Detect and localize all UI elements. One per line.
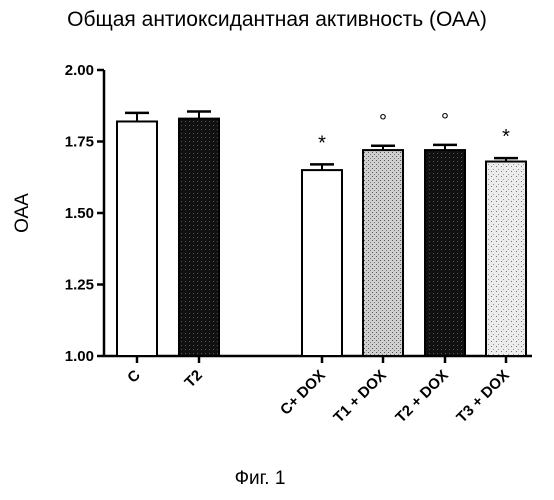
significance-mark: * — [318, 132, 326, 154]
bar — [179, 119, 219, 356]
y-tick-label: 2.00 — [65, 62, 94, 79]
y-tick-label: 1.25 — [65, 277, 94, 294]
bar — [363, 150, 403, 356]
significance-mark: ° — [379, 111, 387, 133]
y-tick-label: 1.50 — [65, 205, 94, 222]
significance-mark: * — [502, 126, 510, 148]
figure-caption: Фиг. 1 — [0, 468, 520, 490]
x-category-label: C+ DOX — [277, 367, 329, 419]
y-tick-label: 1.75 — [65, 134, 94, 151]
y-axis-title: ОАА — [12, 193, 33, 233]
bar — [302, 170, 342, 356]
bar — [425, 150, 465, 356]
significance-mark: ° — [441, 110, 449, 132]
y-tick-label: 1.00 — [65, 348, 94, 365]
x-category-label: T3 + DOX — [453, 367, 512, 426]
x-category-label: T2 + DOX — [392, 367, 451, 426]
x-category-label: C — [124, 367, 144, 387]
x-category-label: T1 + DOX — [330, 367, 389, 426]
bar — [117, 121, 157, 356]
bar — [486, 162, 526, 356]
x-category-label: T2 — [181, 367, 205, 391]
